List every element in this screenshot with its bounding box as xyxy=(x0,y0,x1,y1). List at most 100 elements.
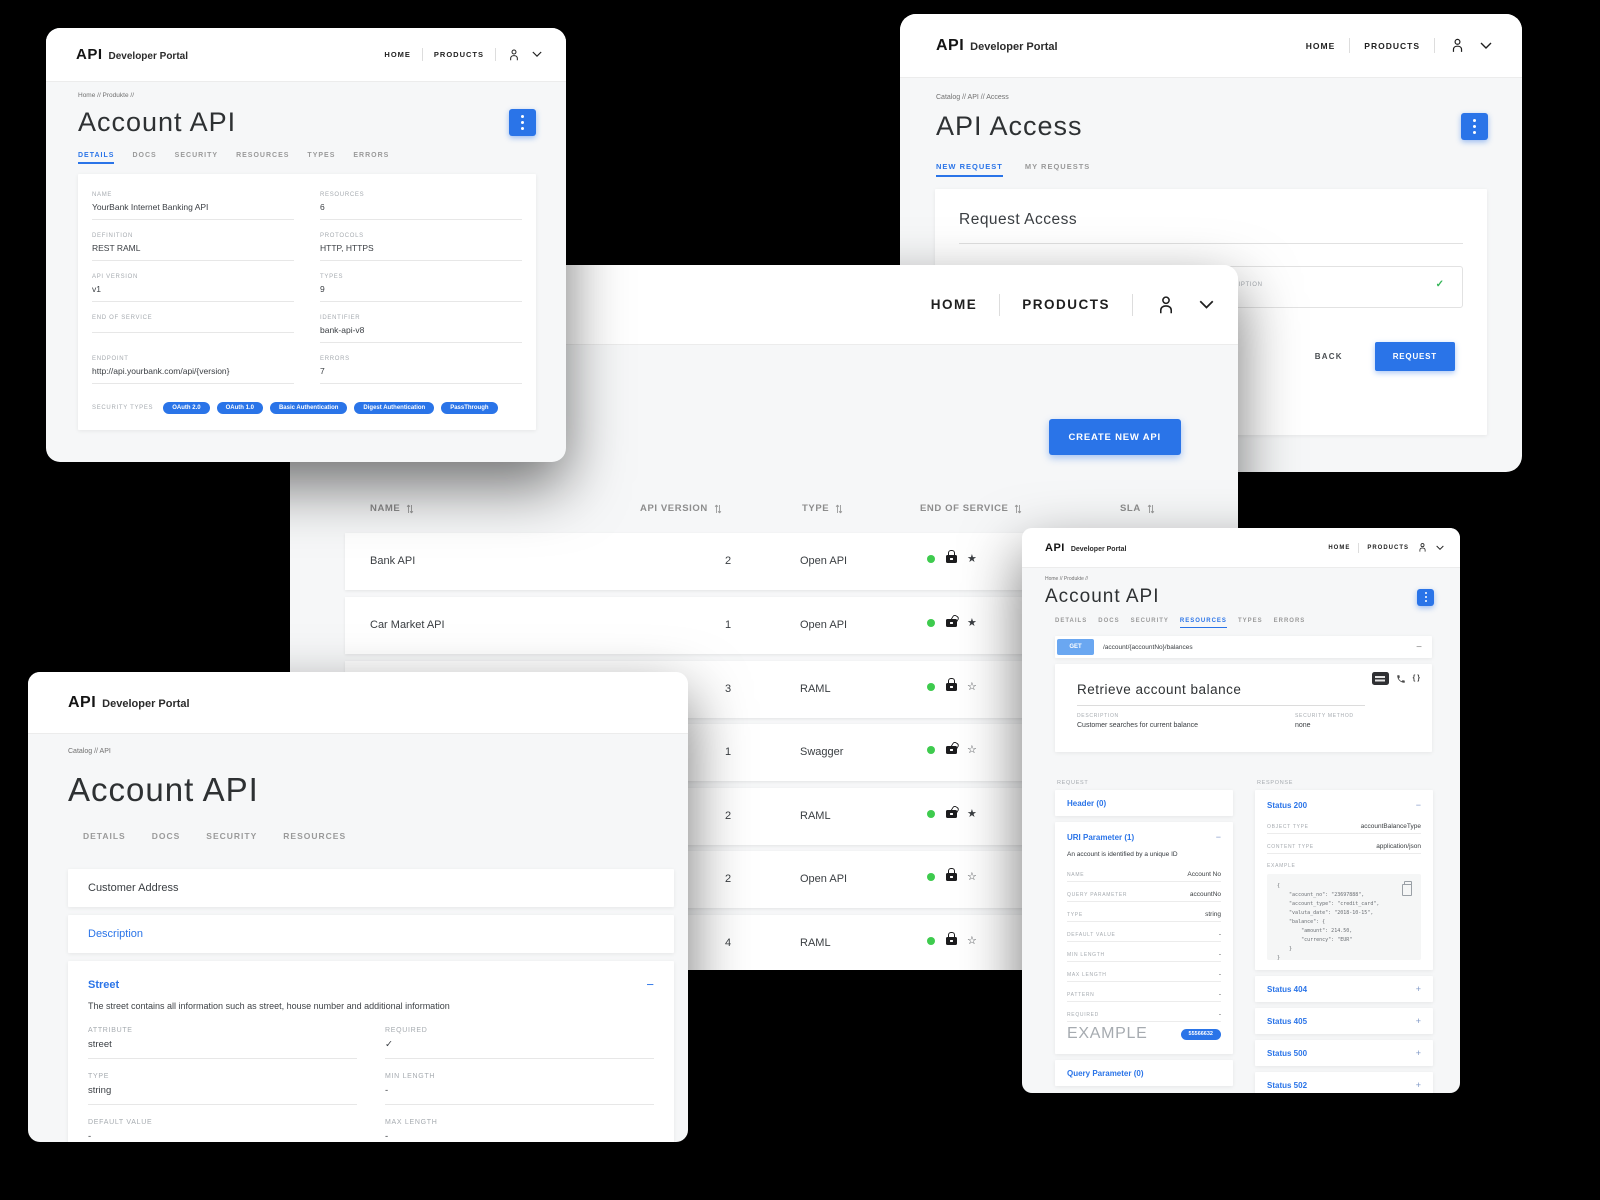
uri-parameter-header[interactable]: URI Parameter (1) xyxy=(1067,832,1221,842)
create-new-api-button[interactable]: CREATE NEW API xyxy=(1048,419,1181,455)
breadcrumb[interactable]: Home // Produkte // xyxy=(78,92,134,99)
nav-home[interactable]: HOME xyxy=(930,297,978,312)
breadcrumb[interactable]: Catalog // API // Access xyxy=(936,94,1009,101)
favorite-star-icon[interactable] xyxy=(967,872,977,883)
request-button[interactable]: REQUEST xyxy=(1374,342,1455,371)
tab-docs[interactable]: DOCS xyxy=(1098,618,1120,624)
type-description-link[interactable]: Description xyxy=(68,915,674,953)
expand-icon[interactable] xyxy=(1416,984,1421,994)
tab-security[interactable]: SECURITY xyxy=(206,831,258,841)
favorite-star-icon[interactable] xyxy=(967,554,977,565)
form-view-icon[interactable] xyxy=(1371,672,1389,685)
header-accordion-title[interactable]: Header (0) xyxy=(1067,798,1107,808)
tab-security[interactable]: SECURITY xyxy=(1130,618,1169,624)
expand-icon[interactable] xyxy=(1416,1016,1421,1026)
favorite-star-icon[interactable] xyxy=(967,809,977,820)
user-icon[interactable] xyxy=(1155,294,1177,316)
param-row-min-length: MIN LENGTH - xyxy=(1067,942,1221,962)
tab-security[interactable]: SECURITY xyxy=(174,152,219,159)
collapse-icon[interactable] xyxy=(1416,800,1421,810)
user-icon[interactable] xyxy=(507,48,521,62)
back-button[interactable]: BACK xyxy=(1314,352,1343,361)
description-link[interactable]: Description xyxy=(88,928,144,940)
column-header-api-version[interactable]: API VERSION xyxy=(640,503,722,514)
status-200-title[interactable]: Status 200 xyxy=(1267,800,1308,810)
nav-products[interactable]: PRODUCTS xyxy=(433,50,484,59)
user-icon[interactable] xyxy=(1417,542,1428,553)
collapse-icon[interactable] xyxy=(646,977,654,992)
tab-errors[interactable]: ERRORS xyxy=(1273,618,1306,624)
sort-icon[interactable] xyxy=(835,504,843,514)
tab-details[interactable]: DETAILS xyxy=(78,152,115,164)
status-502-title[interactable]: Status 502 xyxy=(1267,1080,1308,1090)
more-actions-button[interactable] xyxy=(1461,113,1488,140)
status-200-header[interactable]: Status 200 xyxy=(1267,800,1421,810)
status-404-accordion[interactable]: Status 404 xyxy=(1255,976,1433,1002)
collapse-icon[interactable] xyxy=(1416,642,1422,653)
chevron-down-icon[interactable] xyxy=(1480,42,1492,50)
status-500-title[interactable]: Status 500 xyxy=(1267,1048,1308,1058)
tab-docs[interactable]: DOCS xyxy=(132,152,157,159)
copy-icon[interactable] xyxy=(1401,881,1412,896)
tab-types[interactable]: TYPES xyxy=(1237,618,1263,624)
breadcrumb[interactable]: Catalog // API xyxy=(68,748,111,755)
nav-products[interactable]: PRODUCTS xyxy=(1364,40,1420,51)
code-view-icon[interactable] xyxy=(1413,675,1420,682)
more-actions-button[interactable] xyxy=(1417,588,1434,606)
nav-products[interactable]: PRODUCTS xyxy=(1367,544,1409,551)
favorite-star-icon[interactable] xyxy=(967,618,977,629)
expand-icon[interactable] xyxy=(1416,1080,1421,1090)
uri-parameter-title[interactable]: URI Parameter (1) xyxy=(1067,832,1135,842)
try-it-phone-icon[interactable] xyxy=(1396,674,1406,684)
resource-endpoint-bar[interactable]: GET /account/{accountNo}/balances xyxy=(1055,636,1432,658)
collapse-icon[interactable] xyxy=(1216,832,1221,842)
query-parameter-title[interactable]: Query Parameter (0) xyxy=(1067,1068,1144,1078)
status-405-title[interactable]: Status 405 xyxy=(1267,1016,1308,1026)
chevron-down-icon[interactable] xyxy=(532,51,542,58)
nav-home[interactable]: HOME xyxy=(1328,544,1351,551)
tab-docs[interactable]: DOCS xyxy=(151,831,181,841)
field-type: TYPE string xyxy=(88,1073,357,1105)
status-502-accordion[interactable]: Status 502 xyxy=(1255,1072,1433,1093)
favorite-star-icon[interactable] xyxy=(967,745,977,756)
sort-icon[interactable] xyxy=(406,504,414,514)
column-header-sla[interactable]: SLA xyxy=(1120,503,1155,514)
query-parameter-accordion[interactable]: Query Parameter (0) xyxy=(1055,1060,1233,1086)
tab-details[interactable]: DETAILS xyxy=(83,831,126,841)
sort-icon[interactable] xyxy=(1014,504,1022,514)
column-header-name[interactable]: NAME xyxy=(370,503,414,514)
sort-icon[interactable] xyxy=(714,504,722,514)
tab-resources[interactable]: RESOURCES xyxy=(1179,618,1227,628)
tab-my-requests[interactable]: MY REQUESTS xyxy=(1024,162,1091,171)
more-actions-button[interactable] xyxy=(509,109,536,136)
chevron-down-icon[interactable] xyxy=(1436,545,1444,551)
status-405-accordion[interactable]: Status 405 xyxy=(1255,1008,1433,1034)
tab-resources[interactable]: RESOURCES xyxy=(236,152,290,159)
nav-home[interactable]: HOME xyxy=(384,50,411,59)
brand-logo-text: API xyxy=(68,693,97,711)
street-link[interactable]: Street xyxy=(88,978,120,991)
nav-home[interactable]: HOME xyxy=(1305,40,1336,51)
expand-icon[interactable] xyxy=(1416,1048,1421,1058)
tab-types[interactable]: TYPES xyxy=(307,152,336,159)
api-version: 1 xyxy=(724,619,732,631)
column-header-end-of-service[interactable]: END OF SERVICE xyxy=(920,503,1022,514)
status-404-title[interactable]: Status 404 xyxy=(1267,984,1308,994)
endpoint-path: /account/{accountNo}/balances xyxy=(1103,643,1193,651)
column-header-type[interactable]: TYPE xyxy=(802,503,843,514)
tab-errors[interactable]: ERRORS xyxy=(353,152,390,159)
nav-products[interactable]: PRODUCTS xyxy=(1022,297,1110,312)
street-section-header[interactable]: Street xyxy=(88,977,654,992)
chevron-down-icon[interactable] xyxy=(1199,300,1214,310)
tab-resources[interactable]: RESOURCES xyxy=(283,831,347,841)
favorite-star-icon[interactable] xyxy=(967,936,977,947)
status-500-accordion[interactable]: Status 500 xyxy=(1255,1040,1433,1066)
tab-new-request[interactable]: NEW REQUEST xyxy=(936,162,1003,177)
type-item-customer-address[interactable]: Customer Address xyxy=(68,869,674,907)
breadcrumb[interactable]: Home // Produkte // xyxy=(1045,576,1089,582)
favorite-star-icon[interactable] xyxy=(967,682,977,693)
user-icon[interactable] xyxy=(1449,37,1466,54)
tab-details[interactable]: DETAILS xyxy=(1055,618,1088,624)
header-accordion[interactable]: Header (0) xyxy=(1055,790,1233,816)
sort-icon[interactable] xyxy=(1147,504,1155,514)
